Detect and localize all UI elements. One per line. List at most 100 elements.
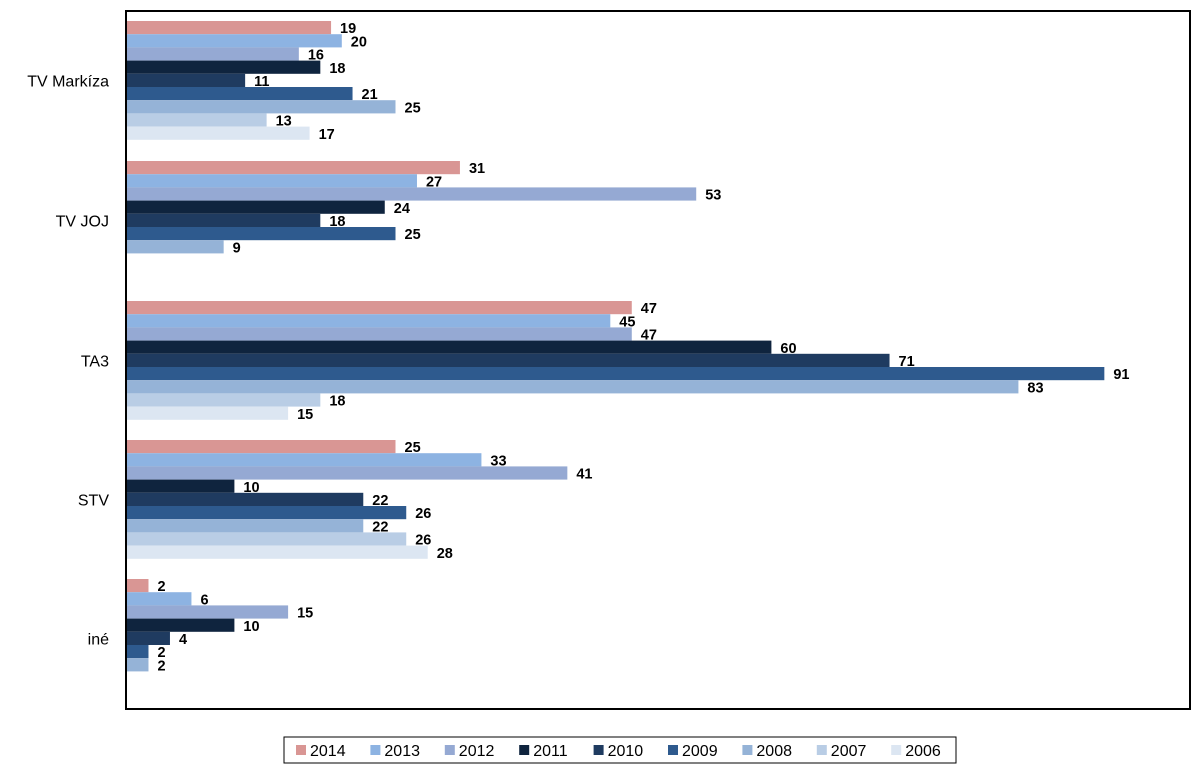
value-label: 41 (576, 467, 592, 483)
bar-2006 (127, 406, 289, 420)
bar-2014 (127, 579, 149, 593)
bar-2010 (127, 631, 170, 645)
bar-2010 (127, 213, 321, 227)
legend-swatch (444, 745, 455, 755)
bar-2010 (127, 492, 364, 506)
category-label: TV Markíza (27, 73, 109, 90)
value-label: 11 (254, 74, 269, 90)
value-label: 2 (157, 658, 165, 674)
legend-label: 2006 (905, 743, 941, 760)
bar-2011 (127, 340, 772, 354)
bar-2014 (127, 161, 460, 175)
category-label: STV (78, 492, 109, 509)
bar-2011 (127, 60, 321, 74)
value-label: 47 (641, 301, 657, 317)
bar-2011 (127, 618, 235, 632)
value-label: 18 (329, 394, 345, 410)
value-label: 16 (308, 48, 324, 64)
bar-2007 (127, 113, 267, 127)
axes-layer (125, 10, 1191, 710)
legend-swatch (742, 745, 753, 755)
value-label: 2 (157, 579, 165, 595)
bar-2011 (127, 479, 235, 493)
bar-2012 (127, 47, 299, 61)
value-label: 22 (372, 519, 388, 535)
bar-2012 (127, 187, 697, 201)
bar-2007 (127, 393, 321, 407)
legend-swatch (593, 745, 604, 755)
value-label: 15 (297, 407, 313, 423)
legend-label: 2013 (384, 743, 420, 760)
value-label: 71 (899, 354, 915, 370)
bar-2009 (127, 227, 396, 241)
legend-swatch (668, 745, 678, 755)
bar-2013 (127, 34, 342, 48)
legend-label: 2012 (459, 743, 495, 760)
value-label: 25 (405, 440, 421, 456)
value-label: 15 (297, 606, 313, 622)
bar-2008 (127, 380, 1019, 394)
bar-2012 (127, 327, 632, 341)
legend-label: 2014 (310, 743, 346, 760)
value-label: 25 (405, 227, 421, 243)
value-label: 26 (415, 506, 431, 522)
bar-2010 (127, 353, 890, 367)
value-label: 22 (372, 493, 388, 509)
bar-2008 (127, 658, 149, 672)
legend-swatch (891, 745, 902, 755)
legend-label: 2009 (682, 743, 718, 760)
bar-2010 (127, 73, 246, 87)
value-labels: 1920161811212513173127532418259474547607… (157, 21, 1129, 674)
value-label: 21 (362, 87, 378, 103)
legend-box (283, 736, 957, 764)
legend: 2014 2013 2012 2011 2010 2009 2008 2007 2006 (283, 736, 957, 764)
value-label: 26 (415, 533, 431, 549)
bar-2007 (127, 532, 407, 546)
value-label: 83 (1027, 380, 1043, 396)
bar-2014 (127, 440, 396, 454)
value-label: 4 (179, 632, 187, 648)
legend-label: 2011 (533, 743, 568, 760)
value-label: 10 (243, 480, 259, 496)
bar-2014 (127, 301, 632, 315)
value-label: 45 (619, 314, 635, 330)
bar-2009 (127, 367, 1105, 381)
value-label: 13 (276, 114, 292, 130)
value-label: 18 (329, 214, 345, 230)
bar-2006 (127, 545, 428, 559)
value-label: 53 (705, 188, 721, 204)
bar-2008 (127, 519, 364, 533)
bar-2013 (127, 174, 417, 188)
value-label: 60 (780, 341, 796, 357)
bar-2013 (127, 592, 192, 606)
value-label: 33 (490, 453, 506, 469)
value-label: 20 (351, 34, 367, 50)
legend-swatch (296, 745, 306, 755)
category-labels: TV Markíza TV JOJ TA3 STV iné (27, 73, 109, 648)
bar-2006 (127, 126, 310, 140)
value-label: 6 (200, 592, 208, 608)
legend-label: 2010 (608, 743, 644, 760)
bar-2009 (127, 645, 149, 659)
category-label: TA3 (81, 353, 109, 370)
bar-2009 (127, 506, 407, 520)
value-label: 47 (641, 328, 657, 344)
value-label: 9 (233, 240, 241, 256)
value-label: 19 (340, 21, 356, 37)
value-label: 25 (405, 100, 421, 116)
value-label: 91 (1113, 367, 1129, 383)
legend-swatch (370, 745, 381, 755)
category-label: iné (88, 631, 109, 648)
value-label: 10 (243, 619, 259, 635)
value-label: 31 (469, 161, 485, 177)
bar-2013 (127, 314, 611, 328)
bar-2014 (127, 21, 332, 35)
value-label: 24 (394, 201, 410, 217)
value-label: 2 (157, 645, 165, 661)
legend-swatch (519, 745, 530, 755)
bar-2008 (127, 100, 396, 114)
value-label: 17 (319, 127, 335, 143)
value-label: 27 (426, 174, 442, 190)
bar-2012 (127, 466, 568, 480)
